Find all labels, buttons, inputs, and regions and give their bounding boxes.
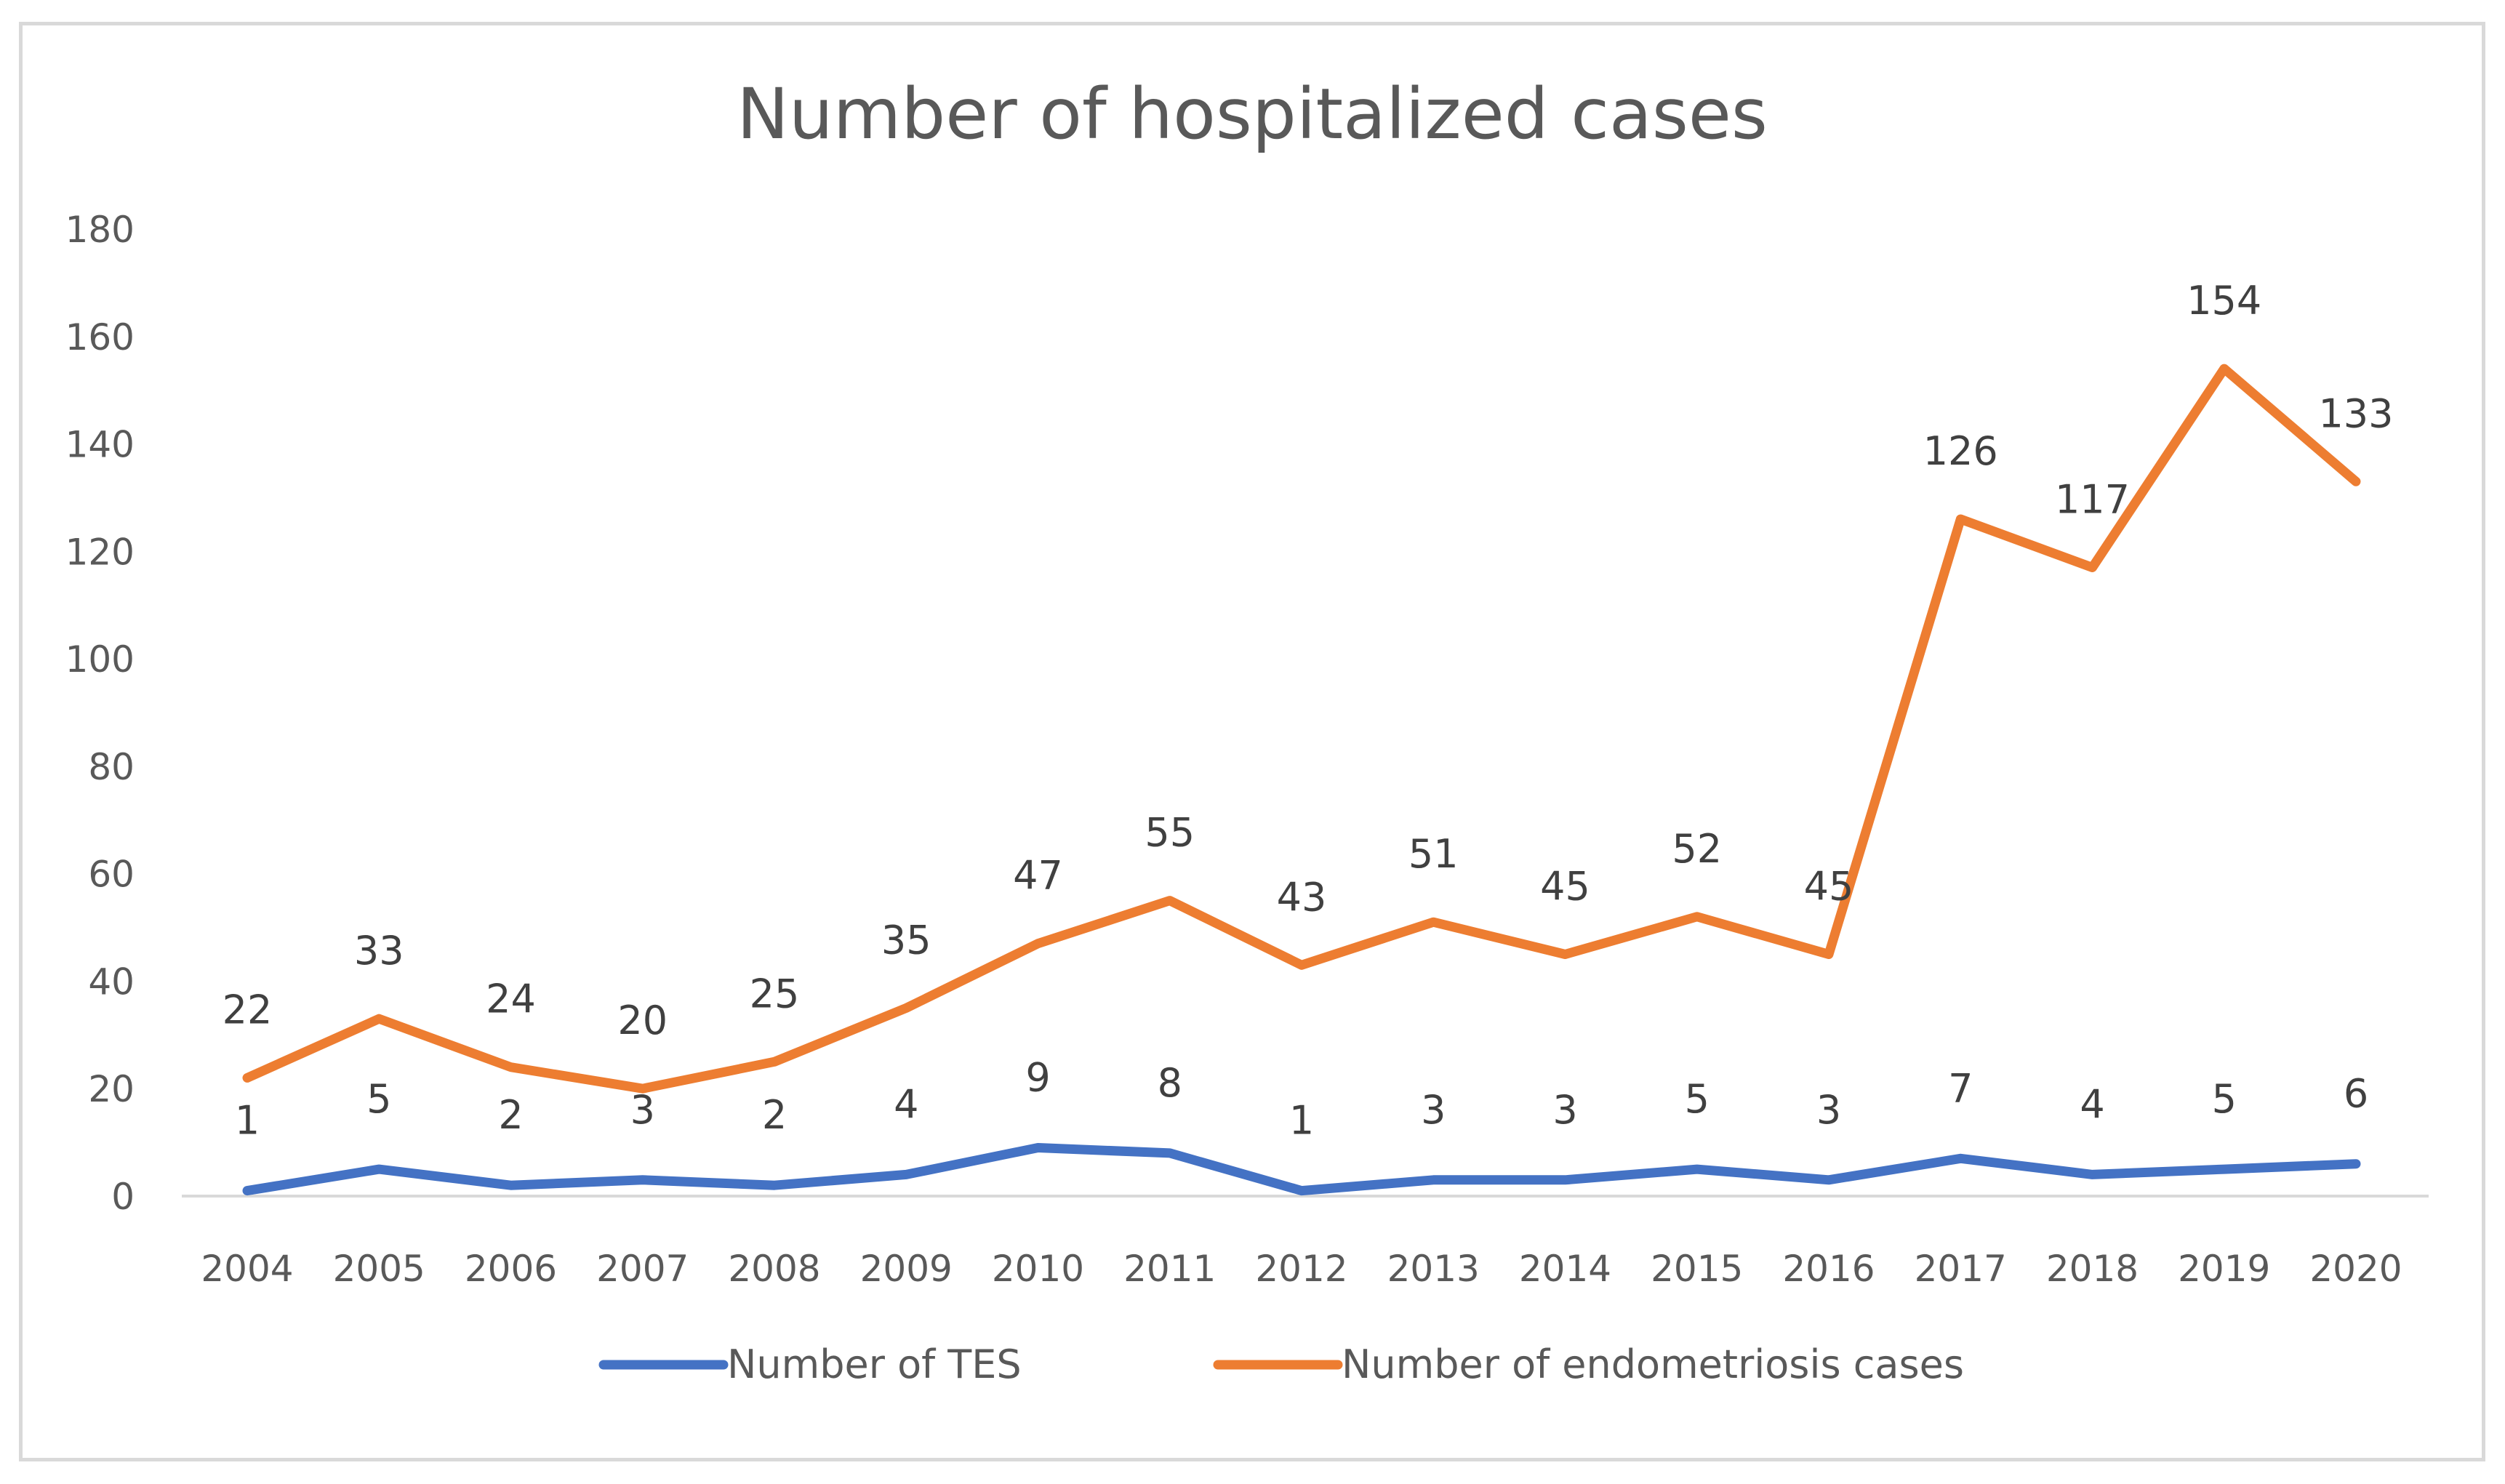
data-label-series-0: 6	[2344, 1071, 2368, 1117]
x-tick-label: 2011	[1123, 1248, 1216, 1290]
data-label-series-1: 154	[2187, 278, 2261, 324]
x-tick-label: 2014	[1519, 1248, 1611, 1290]
chart-frame	[19, 22, 2485, 1461]
data-label-series-1: 20	[617, 998, 668, 1043]
x-tick-label: 2007	[596, 1248, 689, 1290]
data-label-series-0: 1	[235, 1098, 260, 1144]
data-label-series-1: 117	[2055, 477, 2130, 523]
x-tick-label: 2017	[1915, 1248, 2007, 1290]
x-tick-label: 2008	[728, 1248, 820, 1290]
data-label-series-1: 52	[1672, 826, 1722, 872]
chart-title: Number of hospitalized cases	[737, 73, 1768, 155]
data-label-series-0: 4	[894, 1081, 918, 1127]
data-label-series-0: 9	[1025, 1055, 1050, 1101]
data-label-series-1: 45	[1804, 864, 1854, 910]
series-lines	[242, 364, 2361, 1196]
y-tick-label: 60	[88, 854, 135, 896]
data-label-series-1: 22	[223, 987, 273, 1032]
x-tick-label: 2010	[992, 1248, 1084, 1290]
data-label-series-1: 133	[2318, 390, 2393, 436]
data-label-series-0: 5	[2212, 1076, 2237, 1122]
data-label-series-0: 7	[1948, 1065, 1973, 1111]
y-tick-label: 140	[65, 424, 135, 466]
x-tick-label: 2016	[1782, 1248, 1875, 1290]
data-label-series-0: 5	[1685, 1076, 1710, 1122]
data-label-series-0: 4	[2080, 1081, 2104, 1127]
data-label-series-1: 35	[881, 917, 931, 963]
y-tick-label: 120	[65, 531, 135, 573]
data-label-series-1: 43	[1277, 874, 1327, 920]
data-label-series-0: 3	[1816, 1087, 1841, 1133]
x-tick-label: 2013	[1387, 1248, 1480, 1290]
series-line-0	[242, 1143, 2361, 1196]
y-tick-label: 80	[88, 746, 135, 788]
y-tick-label: 100	[65, 638, 135, 681]
x-tick-label: 2015	[1651, 1248, 1743, 1290]
data-label-series-0: 3	[630, 1087, 655, 1133]
series-line-1	[242, 364, 2361, 1094]
data-label-series-0: 1	[1289, 1098, 1314, 1144]
data-label-series-0: 5	[366, 1076, 391, 1122]
y-axis: 0 20 40 60 80 100 120 140 160 180	[65, 209, 135, 1218]
data-label-series-0: 8	[1158, 1060, 1182, 1106]
x-axis: 2004 2005 2006 2007 2008 2009 2010 2011 2012 2013…	[201, 1248, 2402, 1290]
y-tick-label: 40	[88, 960, 135, 1003]
data-label-series-1: 55	[1145, 810, 1195, 856]
y-tick-label: 20	[88, 1068, 135, 1110]
data-label-series-1: 126	[1923, 428, 1998, 474]
x-tick-label: 2012	[1255, 1248, 1347, 1290]
y-tick-label: 0	[111, 1176, 135, 1218]
data-label-series-0: 3	[1552, 1087, 1577, 1133]
data-label-series-0: 2	[498, 1092, 523, 1138]
legend-label-1: Number of endometriosis cases	[1342, 1341, 1964, 1387]
x-tick-label: 2018	[2046, 1248, 2139, 1290]
x-tick-label: 2006	[465, 1248, 557, 1290]
x-tick-label: 2009	[860, 1248, 953, 1290]
data-label-series-1: 51	[1408, 831, 1459, 877]
data-label-series-0: 3	[1421, 1087, 1446, 1133]
legend-label-0: Number of TES	[727, 1341, 1022, 1387]
data-label-series-1: 45	[1540, 864, 1590, 910]
x-tick-label: 2005	[333, 1248, 425, 1290]
legend: Number of TES Number of endometriosis cas…	[598, 1341, 1964, 1387]
data-label-series-1: 47	[1013, 853, 1063, 899]
data-label-series-0: 2	[762, 1092, 787, 1138]
x-tick-label: 2020	[2309, 1248, 2402, 1290]
x-tick-label: 2004	[201, 1248, 293, 1290]
data-label-series-1: 33	[354, 928, 404, 974]
y-tick-label: 180	[65, 209, 135, 251]
y-tick-label: 160	[65, 316, 135, 358]
x-tick-label: 2019	[2178, 1248, 2270, 1290]
data-label-series-1: 24	[486, 976, 536, 1022]
data-label-series-1: 25	[750, 971, 800, 1016]
